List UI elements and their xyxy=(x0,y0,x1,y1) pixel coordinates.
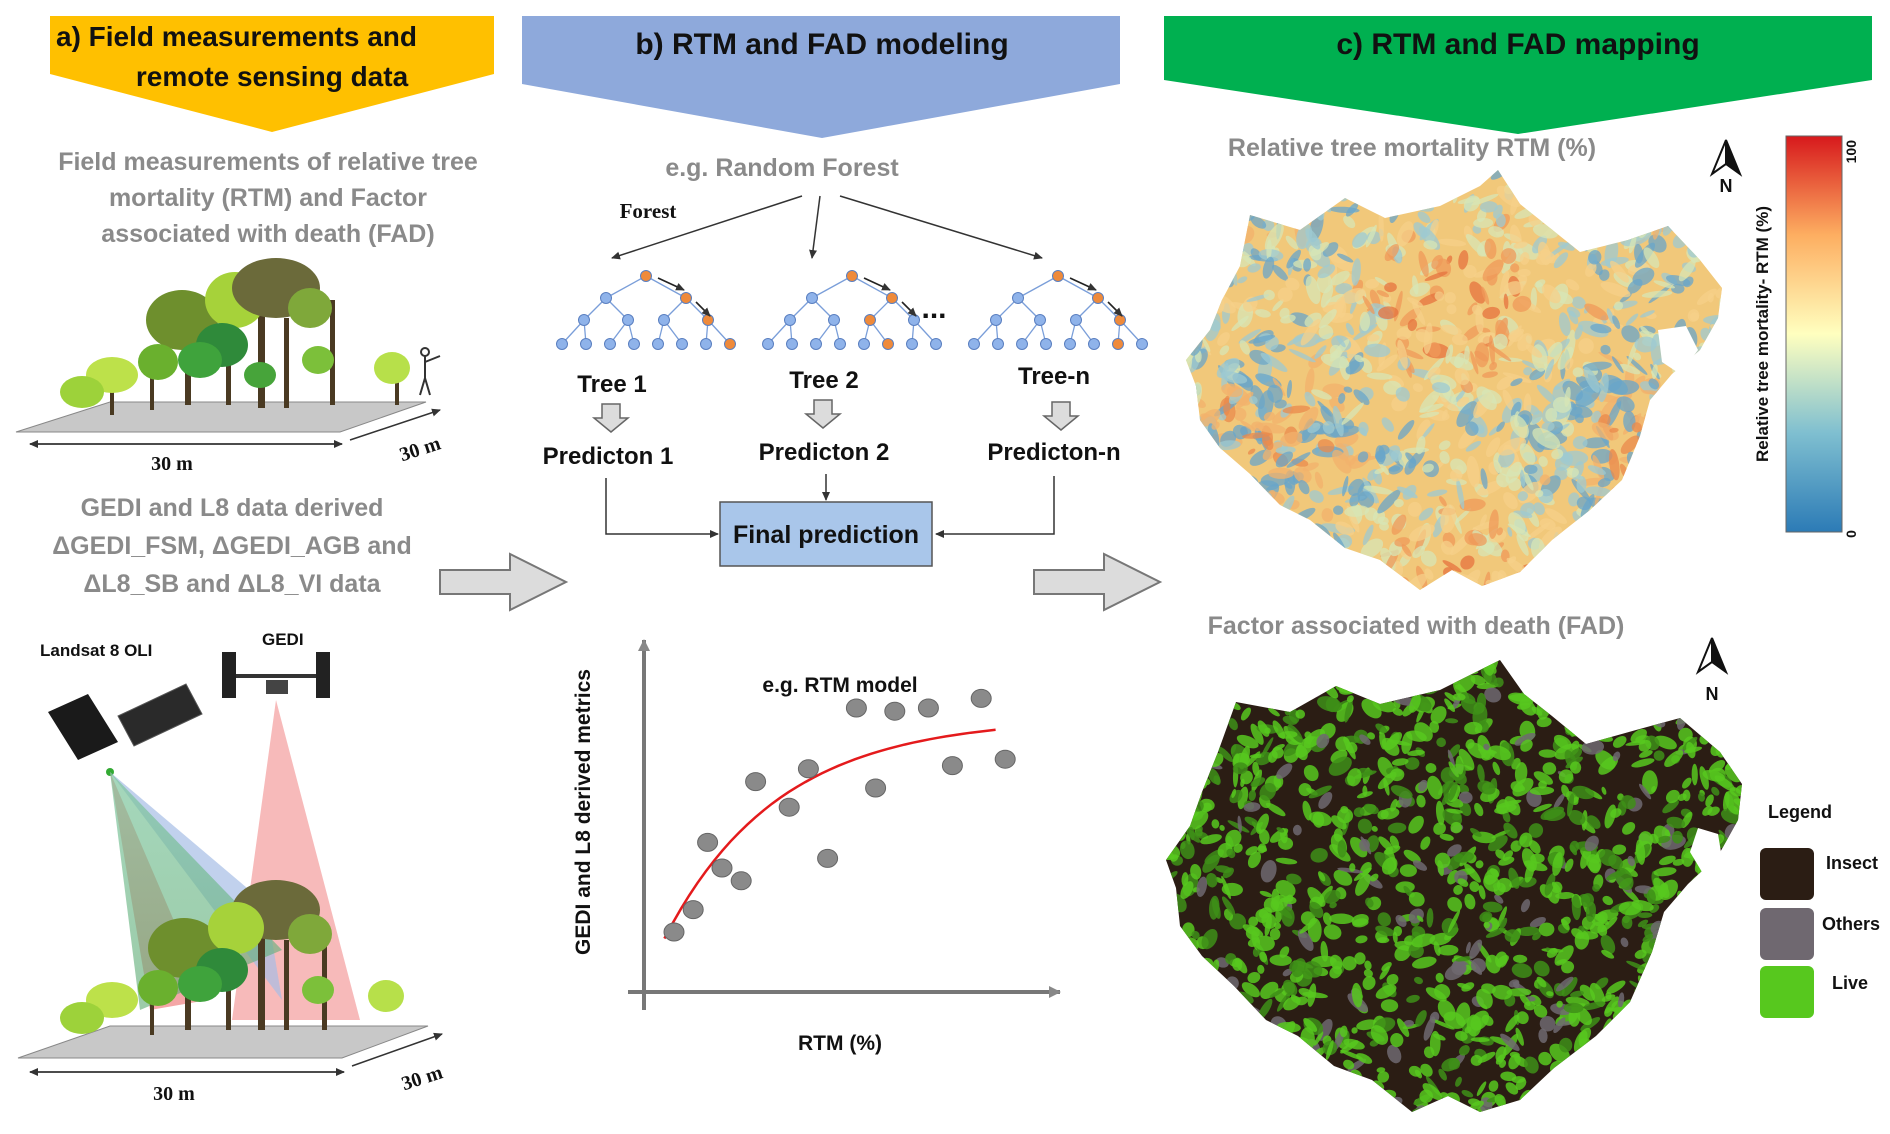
chart-point xyxy=(697,832,719,852)
chart-point xyxy=(663,922,685,942)
rtm-colorbar xyxy=(1785,135,1843,533)
chart-point xyxy=(941,756,963,776)
prediction1-connector xyxy=(605,478,719,538)
north-label-top: N xyxy=(1720,176,1733,196)
flow-arrow-a-to-b xyxy=(439,552,569,612)
predictionn-connector xyxy=(935,476,1055,538)
chart-point xyxy=(994,749,1016,769)
chart-point xyxy=(884,701,906,721)
plot2-width-label: 30 m xyxy=(153,1083,195,1105)
prediction1-label: Predicton 1 xyxy=(543,443,674,470)
treen-down-arrow xyxy=(1041,401,1081,431)
chart-point xyxy=(797,759,819,779)
colorbar-min-label: 0 xyxy=(1843,530,1859,538)
north-label-bottom: N xyxy=(1706,684,1719,704)
forest-plot-1-illustration xyxy=(15,258,441,448)
colorbar-max-label: 100 xyxy=(1843,140,1859,164)
panel-c-header-shape xyxy=(1164,16,1872,134)
forest-arrow-tree2 xyxy=(809,195,821,259)
legend-swatch-others xyxy=(1760,908,1814,960)
final-prediction-box xyxy=(719,501,933,567)
fad-map xyxy=(1166,660,1742,1112)
gedi-iss-illustration xyxy=(222,652,330,698)
trees-ellipsis: ... xyxy=(921,292,946,325)
chart-point xyxy=(917,698,939,718)
legend-label-live: Live xyxy=(1832,973,1868,993)
fad-map-title: Factor associated with death (FAD) xyxy=(1208,612,1625,640)
chart-points xyxy=(663,688,1016,942)
forest-arrow-treen xyxy=(839,195,1043,260)
chart-point xyxy=(845,698,867,718)
decision-tree-3 xyxy=(968,270,1148,350)
rtm-model-chart xyxy=(628,639,1061,1010)
chart-point xyxy=(865,778,887,798)
chart-title: e.g. RTM model xyxy=(762,674,917,697)
chart-point xyxy=(711,858,733,878)
panel-a-header-line1: a) Field measurements and xyxy=(56,21,417,52)
field-text-line1: Field measurements of relative tree xyxy=(58,148,478,176)
landsat-label: Landsat 8 OLI xyxy=(40,641,152,660)
plot1-width-label: 30 m xyxy=(151,453,193,475)
chart-point xyxy=(730,871,752,891)
field-text-line3: associated with death (FAD) xyxy=(101,220,434,248)
forest-label: Forest xyxy=(620,199,677,223)
legend-title: Legend xyxy=(1768,802,1832,822)
example-method-label: e.g. Random Forest xyxy=(665,154,899,182)
legend-label-insect: Insect xyxy=(1826,853,1878,873)
chart-point xyxy=(745,772,767,792)
panel-b-header: b) RTM and FAD modeling xyxy=(635,28,1008,61)
tree1-down-arrow xyxy=(591,403,631,433)
chart-point xyxy=(817,848,839,868)
tree2-label: Tree 2 xyxy=(789,367,858,394)
prediction2-label: Predicton 2 xyxy=(759,439,890,466)
chart-point xyxy=(778,797,800,817)
gedi-text-line1: GEDI and L8 data derived xyxy=(81,494,384,522)
flow-arrow-b-to-c xyxy=(1033,552,1163,612)
colorbar-title: Relative tree mortality- RTM (%) xyxy=(1753,206,1772,462)
gedi-text-line2: ΔGEDI_FSM, ΔGEDI_AGB and xyxy=(52,532,412,560)
legend-label-others: Others xyxy=(1822,914,1880,934)
chart-ylabel: GEDI and L8 derived metrics xyxy=(572,669,595,955)
panel-b-header-shape xyxy=(522,16,1120,138)
rtm-map-title: Relative tree mortality RTM (%) xyxy=(1228,134,1596,162)
chart-trend-curve xyxy=(663,728,996,940)
final-prediction-label: Final prediction xyxy=(733,521,919,549)
legend-swatch-insect xyxy=(1760,848,1814,900)
landsat-satellite-illustration xyxy=(48,683,203,776)
north-arrow-bottom xyxy=(1695,637,1729,675)
plot1-depth-label: 30 m xyxy=(397,432,444,466)
legend-swatch-live xyxy=(1760,966,1814,1018)
decision-trees xyxy=(556,270,1148,350)
gedi-label: GEDI xyxy=(262,630,304,649)
decision-tree-1 xyxy=(556,270,736,350)
tree2-down-arrow xyxy=(803,399,843,429)
gedi-text-line3: ΔL8_SB and ΔL8_VI data xyxy=(83,570,381,598)
chart-point xyxy=(682,900,704,920)
panel-a-header-shape xyxy=(50,16,494,132)
north-arrow-top xyxy=(1709,139,1743,177)
tree1-label: Tree 1 xyxy=(577,371,646,398)
treen-label: Tree-n xyxy=(1018,363,1090,390)
panel-c-header: c) RTM and FAD mapping xyxy=(1336,28,1699,61)
chart-xlabel: RTM (%) xyxy=(798,1032,882,1055)
plot2-depth-label: 30 m xyxy=(399,1061,446,1095)
rtm-map xyxy=(1186,170,1722,590)
predictionn-label: Predicton-n xyxy=(987,439,1120,466)
field-text-line2: mortality (RTM) and Factor xyxy=(109,184,427,212)
chart-point xyxy=(970,688,992,708)
panel-a-header-line2: remote sensing data xyxy=(136,61,409,92)
forest-arrow-tree1 xyxy=(611,195,803,260)
decision-tree-2 xyxy=(762,270,942,350)
gedi-beam xyxy=(232,700,360,1020)
forest-plot-2-illustration xyxy=(17,880,443,1076)
